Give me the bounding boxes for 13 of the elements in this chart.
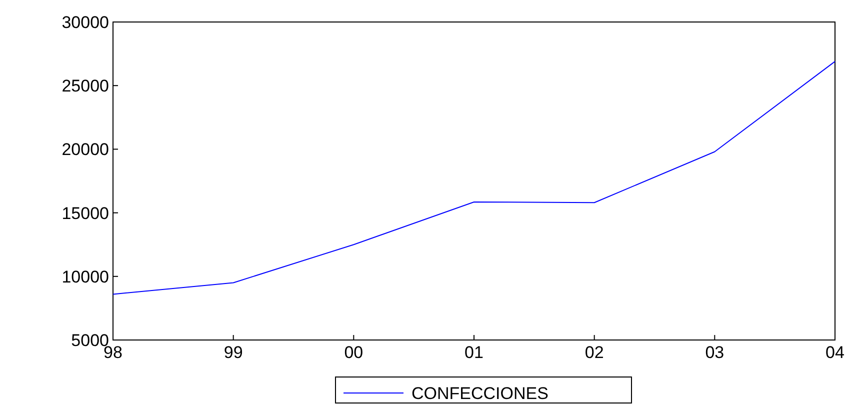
x-tick-label: 99 bbox=[224, 343, 243, 362]
x-tick-label: 03 bbox=[705, 343, 724, 362]
x-tick-label: 02 bbox=[584, 343, 604, 362]
y-tick-label: 20000 bbox=[62, 140, 109, 160]
line-series bbox=[112, 60, 836, 295]
y-tick-label: 25000 bbox=[62, 76, 109, 96]
x-tick-label: 00 bbox=[344, 343, 364, 362]
y-tick-label: 10000 bbox=[62, 267, 109, 286]
legend-label: CONFECCIONES bbox=[412, 384, 548, 403]
x-tick-label: 04 bbox=[826, 343, 844, 362]
y-tick-label: 15000 bbox=[62, 204, 109, 223]
y-tick-label: 30000 bbox=[62, 12, 109, 32]
x-tick-label: 01 bbox=[464, 343, 484, 362]
